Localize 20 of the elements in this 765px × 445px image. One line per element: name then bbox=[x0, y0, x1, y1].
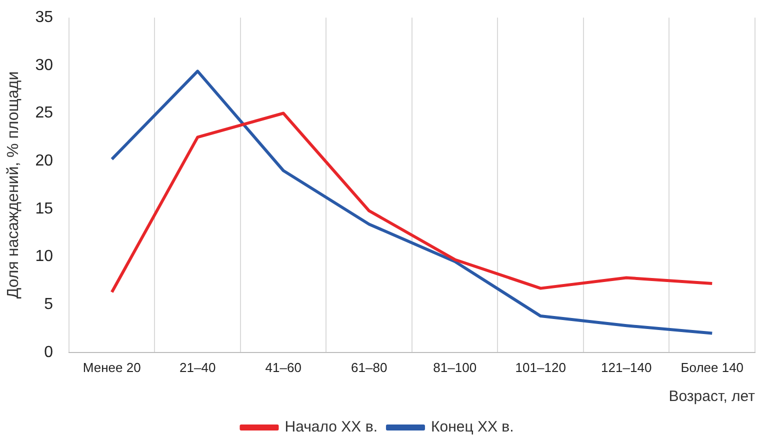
y-tick-label: 35 bbox=[35, 9, 54, 26]
x-tick-label: 21–40 bbox=[180, 360, 216, 375]
y-tick-label: 0 bbox=[44, 344, 54, 361]
y-tick-label: 25 bbox=[35, 104, 54, 122]
legend-label: Конец XX в. bbox=[430, 418, 514, 436]
y-tick-label: 20 bbox=[35, 152, 54, 170]
x-tick-label: 101–120 bbox=[515, 360, 566, 375]
x-tick-label: 81–100 bbox=[433, 360, 477, 375]
x-tick-label: Менее 20 bbox=[82, 360, 141, 375]
y-axis-title: Доля насаждений, % площади bbox=[5, 71, 22, 299]
x-tick-label: 61–80 bbox=[351, 360, 388, 375]
x-axis-title: Возраст, лет bbox=[668, 388, 756, 406]
x-tick-label: Более 140 bbox=[680, 360, 744, 375]
y-tick-label: 5 bbox=[44, 296, 54, 313]
x-tick-label: 41–60 bbox=[265, 360, 302, 375]
x-tick-label: 121–140 bbox=[601, 360, 652, 375]
legend-label: Начало XX в. bbox=[284, 418, 378, 436]
y-tick-label: 15 bbox=[35, 200, 54, 218]
y-tick-label: 10 bbox=[35, 248, 54, 266]
y-tick-label: 30 bbox=[35, 56, 54, 74]
